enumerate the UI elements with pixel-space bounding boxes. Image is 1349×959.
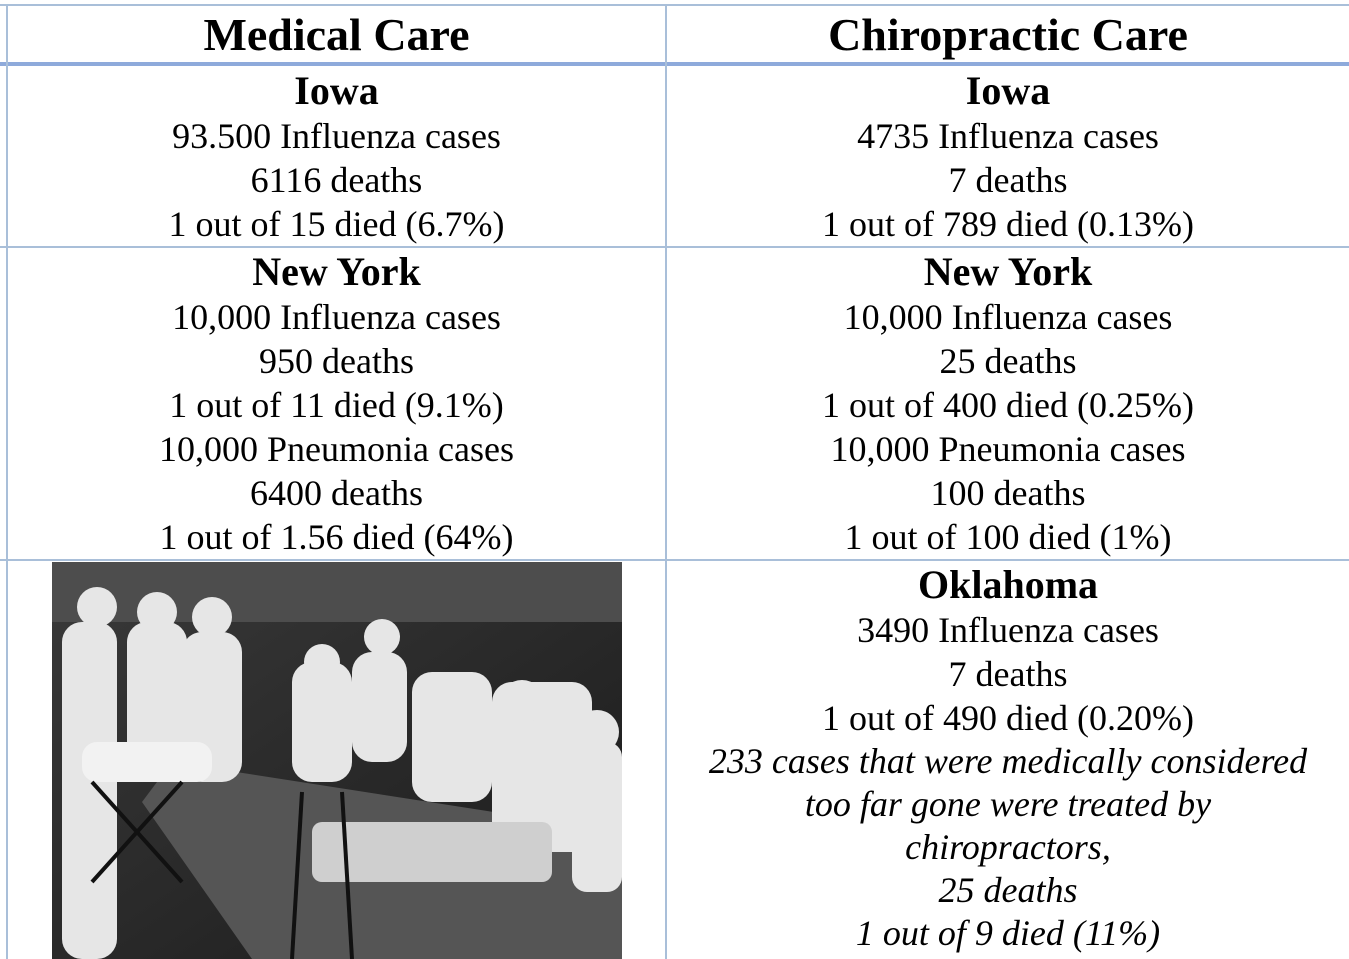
stat-line: 10,000 Influenza cases (843, 297, 1173, 337)
table-cell: New York 10,000 Influenza cases 950 deaths… (8, 249, 665, 559)
stat-line: 7 deaths (948, 160, 1068, 200)
photo (52, 562, 622, 959)
stat-line: 10,000 Pneumonia cases (830, 429, 1186, 469)
table-cell: Iowa 4735 Influenza cases 7 deaths 1 out of… (667, 68, 1349, 246)
note-line: 233 cases that were medically considered (708, 741, 1308, 781)
note-line: 1 out of 9 died (11%) (855, 913, 1161, 953)
stat-line: 25 deaths (939, 341, 1077, 381)
state-title: Iowa (294, 68, 379, 113)
table-cell: Oklahoma 3490 Influenza cases 7 deaths 1 ou… (667, 562, 1349, 955)
state-title: New York (923, 249, 1093, 294)
stat-line: 4735 Influenza cases (857, 116, 1159, 156)
border (0, 559, 1349, 561)
stat-line: 7 deaths (948, 654, 1068, 694)
stat-line: 100 deaths (930, 473, 1086, 513)
border (665, 4, 667, 959)
column-header: Chiropractic Care (828, 9, 1188, 60)
table-cell: Iowa 93.500 Influenza cases 6116 deaths 1 o… (8, 68, 665, 246)
state-title: New York (252, 249, 421, 294)
column-header: Medical Care (203, 9, 470, 60)
stat-line: 1 out of 15 died (6.7%) (168, 204, 505, 244)
stat-line: 1 out of 490 died (0.20%) (822, 698, 1194, 738)
stat-line: 93.500 Influenza cases (172, 116, 501, 156)
stat-line: 950 deaths (259, 341, 414, 381)
stat-line: 6116 deaths (250, 160, 423, 200)
stat-line: 6400 deaths (250, 473, 423, 513)
note-line: too far gone were treated by (804, 784, 1212, 824)
state-title: Iowa (965, 68, 1051, 113)
stat-line: 1 out of 1.56 died (64%) (159, 517, 514, 557)
stat-line: 3490 Influenza cases (857, 610, 1159, 650)
border (0, 62, 1349, 66)
stat-line: 1 out of 100 died (1%) (844, 517, 1172, 557)
stat-line: 1 out of 400 died (0.25%) (822, 385, 1194, 425)
note-line: 25 deaths (938, 870, 1078, 910)
table-cell: New York 10,000 Influenza cases 25 deaths 1… (667, 249, 1349, 559)
border (0, 246, 1349, 248)
stat-line: 10,000 Influenza cases (172, 297, 501, 337)
state-title: Oklahoma (917, 562, 1099, 607)
border (0, 4, 1349, 6)
border (6, 4, 8, 959)
note-line: chiropractors, (905, 827, 1111, 867)
stat-line: 1 out of 11 died (9.1%) (169, 385, 504, 425)
stat-line: 10,000 Pneumonia cases (159, 429, 514, 469)
stat-line: 1 out of 789 died (0.13%) (822, 204, 1194, 244)
